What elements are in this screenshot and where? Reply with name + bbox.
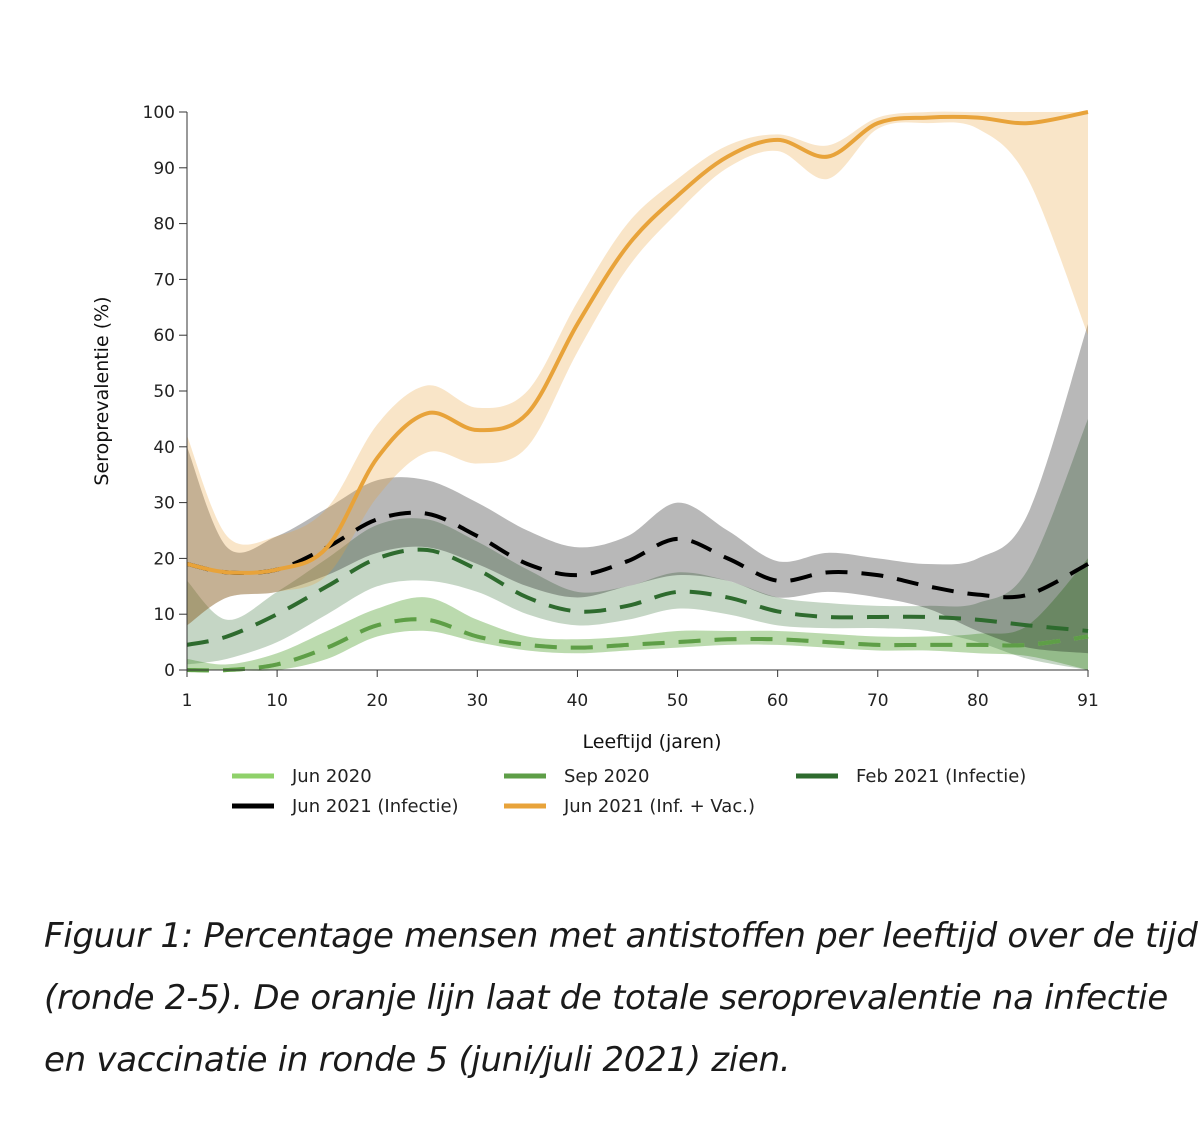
legend-label: Jun 2021 (Inf. + Vac.): [563, 796, 755, 817]
y-tick-label: 90: [153, 159, 175, 179]
caption-line-2: (ronde 2-5). De oranje lijn laat de tota…: [44, 978, 1169, 1018]
legend-item-sep-2020: Sep 2020: [504, 766, 649, 787]
x-tick-label: 91: [1077, 691, 1099, 711]
figure-caption: Figuur 1: Percentage mensen met antistof…: [44, 905, 1198, 1091]
caption-line-3: en vaccinatie in ronde 5 (juni/juli 2021…: [44, 1040, 791, 1080]
x-tick-label: 1: [182, 691, 193, 711]
y-tick-label: 100: [143, 103, 175, 123]
legend: Jun 2020 Sep 2020 Feb 2021 (Infectie) Jun 2…: [232, 766, 1026, 817]
legend-item-jun-2021-inf-vac: Jun 2021 (Inf. + Vac.): [504, 796, 755, 817]
y-tick-label: 80: [153, 215, 175, 235]
series-lines: [186, 110, 1089, 673]
y-tick-label: 70: [153, 270, 175, 290]
legend-label: Jun 2021 (Infectie): [291, 796, 459, 817]
y-axis-title: Seroprevalentie (%): [91, 296, 113, 485]
legend-label: Sep 2020: [564, 766, 649, 787]
x-tick-label: 60: [767, 691, 789, 711]
y-tick-label: 40: [153, 438, 175, 458]
x-tick-label: 50: [667, 691, 689, 711]
band-jun-2021-infectie: [187, 324, 1088, 654]
caption-line-1: Figuur 1: Percentage mensen met antistof…: [44, 916, 1198, 956]
legend-item-feb-2021-infectie: Feb 2021 (Infectie): [796, 766, 1026, 787]
y-tick-label: 50: [153, 382, 175, 402]
y-tick-label: 20: [153, 549, 175, 569]
legend-label: Jun 2020: [291, 766, 372, 787]
legend-item-jun-2021-infectie: Jun 2021 (Infectie): [232, 796, 459, 817]
y-tick-label: 60: [153, 326, 175, 346]
y-tick-label: 10: [153, 605, 175, 625]
line-jun-2021-inf-vac: [186, 110, 1089, 575]
x-tick-label: 70: [867, 691, 889, 711]
band-feb-2021-infectie: [187, 418, 1088, 670]
x-tick-label: 30: [467, 691, 489, 711]
x-tick-label: 10: [266, 691, 288, 711]
x-tick-label: 80: [967, 691, 989, 711]
legend-item-jun-2020: Jun 2020: [232, 766, 372, 787]
y-tick-label: 30: [153, 494, 175, 514]
legend-label: Feb 2021 (Infectie): [856, 766, 1026, 787]
y-tick-label: 0: [164, 661, 175, 681]
x-tick-label: 40: [567, 691, 589, 711]
line-feb-2021-infectie: [186, 547, 1089, 647]
x-axis-title: Leeftijd (jaren): [583, 731, 722, 753]
x-tick-label: 20: [366, 691, 388, 711]
band-jun-2021-inf-vac: [187, 111, 1088, 626]
line-sep-2020: [186, 617, 1089, 673]
